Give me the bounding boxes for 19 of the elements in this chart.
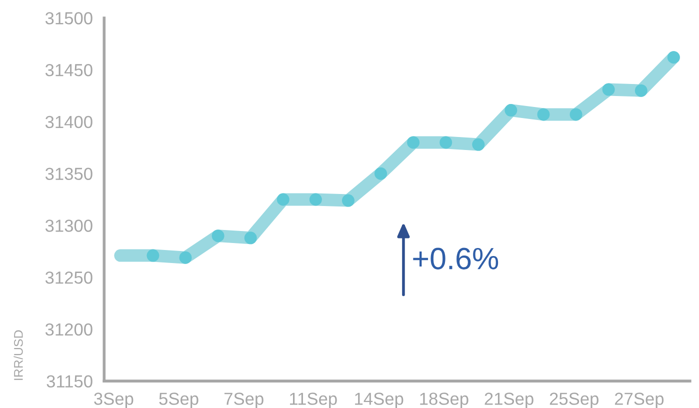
y-tick-label: 31300	[45, 220, 92, 232]
y-tick-label: 31350	[45, 168, 92, 180]
y-tick-label: 31200	[45, 323, 92, 336]
y-tick-label: 31450	[45, 64, 92, 76]
x-tick-label: 11Sep	[290, 392, 337, 408]
y-tick-label: 31400	[45, 116, 92, 128]
y-tick-label: 31500	[45, 12, 92, 24]
x-tick-label: 27Sep	[614, 392, 664, 408]
x-tick-label: 25Sep	[550, 392, 598, 408]
y-tick-label: 31250	[45, 271, 92, 284]
x-tick-label: 7Sep	[224, 392, 264, 408]
x-tick-label: 5Sep	[159, 392, 198, 408]
x-tick-label: 3Sep	[94, 392, 134, 408]
y-tick-label: 31150	[46, 375, 92, 388]
y-axis-title: IRR/USD	[14, 330, 23, 380]
x-tick-label: 18Sep	[420, 392, 468, 408]
annotation: +0.6%	[413, 248, 498, 270]
x-tick-label: 21Sep	[484, 392, 534, 408]
x-tick-label: 14Sep	[355, 392, 404, 408]
